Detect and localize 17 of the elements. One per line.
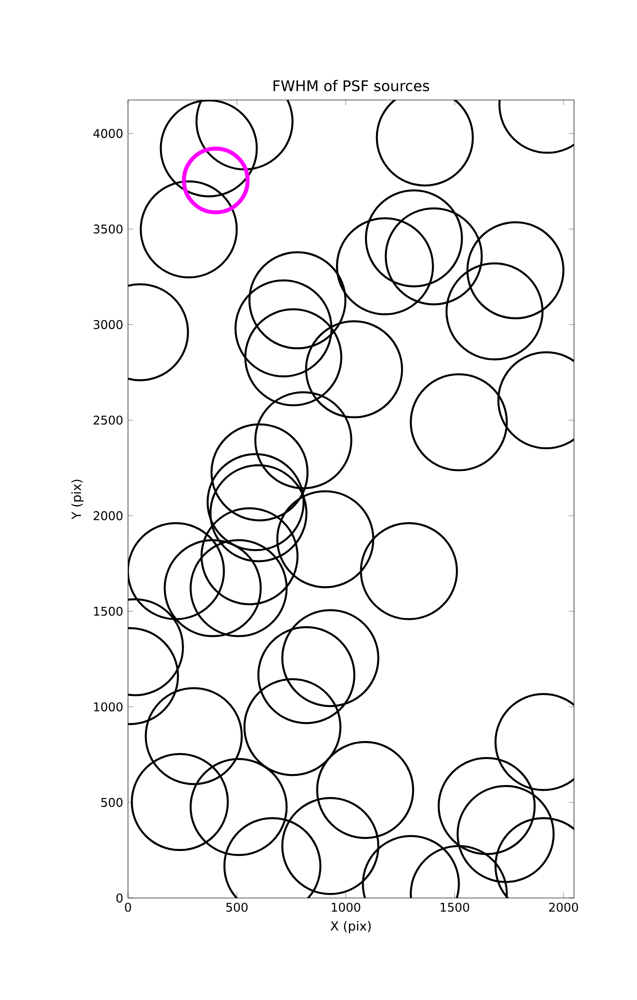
x-axis-title: X (pix) — [330, 920, 371, 934]
x-tick-label: 0 — [124, 902, 132, 912]
y-tick-label: 4000 — [93, 128, 122, 138]
chart-title: FWHM of PSF sources — [274, 80, 430, 92]
x-tick-label: 500 — [226, 902, 248, 912]
y-tick-label: 1500 — [94, 606, 122, 616]
x-tick-label: 2000 — [549, 902, 578, 912]
y-tick-label: 3500 — [94, 224, 122, 234]
y-axis-title: Y (pix) — [71, 480, 84, 520]
y-tick-label: 2500 — [94, 416, 122, 425]
y-tick-label: 500 — [101, 798, 122, 807]
y-tick-label: 3000 — [94, 320, 122, 330]
y-tick-label: 2000 — [94, 511, 122, 520]
y-tick-label: 1000 — [94, 702, 122, 712]
y-tick-label: 0 — [116, 893, 122, 903]
x-tick-label: 1000 — [332, 902, 360, 912]
x-tick-label: 1500 — [440, 902, 470, 912]
